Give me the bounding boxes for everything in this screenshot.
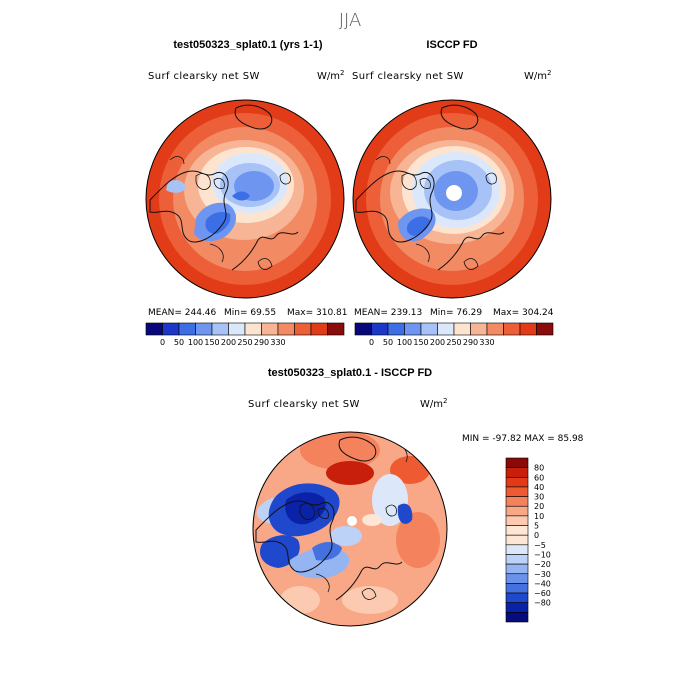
panel-diff-colorbar-swatch bbox=[505, 583, 529, 594]
panel-diff: test050323_splat0.1 - ISCCP FD Surf clea… bbox=[248, 367, 584, 627]
panel-diff-colorbar-swatch bbox=[505, 544, 529, 555]
panel-obs-colorbar-tick-label: 150 bbox=[413, 338, 428, 347]
panel-diff-colorbar-tick-label: 20 bbox=[534, 502, 544, 511]
panel-obs-colorbar-swatch bbox=[404, 322, 422, 336]
panel-obs-colorbar-tick-label: 250 bbox=[446, 338, 461, 347]
panel-model-colorbar-swatch bbox=[277, 322, 295, 336]
panel-diff-colorbar-tick-label: 0 bbox=[534, 531, 539, 540]
panel-obs-units: W/m2 bbox=[524, 69, 551, 82]
panel-diff-colorbar-swatch bbox=[505, 515, 529, 526]
panel-obs-colorbar-tick-label: 50 bbox=[383, 338, 393, 347]
panel-model-colorbar-swatch bbox=[162, 322, 180, 336]
panel-diff-colorbar-tick-label: −30 bbox=[534, 570, 551, 579]
panel-diff-colorbar-tick-label: 30 bbox=[534, 493, 544, 502]
panel-obs-variable: Surf clearsky net SW bbox=[352, 71, 464, 82]
panel-model-colorbar-tick-label: 200 bbox=[221, 338, 236, 347]
panel-model-colorbar-tick-label: 100 bbox=[188, 338, 203, 347]
panel-diff-colorbar-tick-label: −80 bbox=[534, 599, 551, 608]
panel-diff-colorbar-tick-label: 40 bbox=[534, 483, 544, 492]
panel-diff-colorbar-tick-label: 80 bbox=[534, 464, 544, 473]
panel-obs-colorbar-swatch bbox=[420, 322, 438, 336]
panel-diff-colorbar-tick-label: 60 bbox=[534, 473, 544, 482]
panel-obs-colorbar-swatch bbox=[453, 322, 471, 336]
panel-model-title: test050323_splat0.1 (yrs 1-1) bbox=[173, 39, 323, 51]
panel-diff-colorbar-tick-label: 10 bbox=[534, 512, 544, 521]
panel-obs-colorbar-swatch bbox=[470, 322, 488, 336]
panel-model-colorbar-swatch bbox=[145, 322, 163, 336]
panel-model-colorbar-swatch bbox=[327, 322, 345, 336]
panel-obs-colorbar-swatch bbox=[519, 322, 537, 336]
panel-obs-colorbar-tick-label: 330 bbox=[479, 338, 494, 347]
panel-model-mean: MEAN= 244.46 bbox=[148, 308, 217, 318]
panel-model-colorbar-swatch bbox=[244, 322, 262, 336]
panel-model-max: Max= 310.81 bbox=[287, 308, 348, 318]
panel-obs-colorbar-swatch bbox=[354, 322, 372, 336]
panel-diff-range: MIN = -97.82 MAX = 85.98 bbox=[462, 434, 584, 444]
panel-diff-colorbar-swatch bbox=[505, 496, 529, 507]
panel-obs-colorbar-tick-label: 290 bbox=[463, 338, 478, 347]
panel-model-colorbar-swatch bbox=[294, 322, 312, 336]
panel-model-min: Min= 69.55 bbox=[224, 308, 276, 318]
panel-diff-colorbar-tick-label: −40 bbox=[534, 579, 551, 588]
panel-obs-min: Min= 76.29 bbox=[430, 308, 482, 318]
panel-diff-colorbar-swatch bbox=[505, 457, 529, 468]
panel-model-colorbar-tick-label: 250 bbox=[237, 338, 252, 347]
panel-diff-colorbar-swatch bbox=[505, 467, 529, 478]
panel-diff-colorbar-tick-label: −60 bbox=[534, 589, 551, 598]
panel-model-colorbar-swatch bbox=[228, 322, 246, 336]
panel-obs-colorbar: 0 50 100 150 200 250 290 330 bbox=[354, 322, 554, 347]
panel-obs-max: Max= 304.24 bbox=[493, 308, 554, 318]
panel-diff-units: W/m2 bbox=[420, 397, 447, 410]
panel-diff-colorbar-tick-label: −5 bbox=[534, 541, 546, 550]
panel-diff-colorbar-swatch bbox=[505, 525, 529, 536]
panel-diff-colorbar-swatch bbox=[505, 612, 529, 623]
page-title: JJA bbox=[339, 10, 362, 31]
panel-obs: ISCCP FD Surf clearsky net SW W/m2 bbox=[352, 39, 554, 347]
panel-diff-colorbar-swatch bbox=[505, 534, 529, 546]
panel-model-colorbar-tick-label: 150 bbox=[204, 338, 219, 347]
panel-model-colorbar-tick-label: 0 bbox=[160, 338, 165, 347]
panel-diff-colorbar-swatch bbox=[505, 573, 529, 584]
panel-obs-colorbar-tick-label: 0 bbox=[369, 338, 374, 347]
panel-obs-title: ISCCP FD bbox=[426, 39, 477, 51]
panel-model-colorbar-swatch bbox=[178, 322, 196, 336]
panel-obs-colorbar-tick-label: 100 bbox=[397, 338, 412, 347]
panel-obs-colorbar-swatch bbox=[503, 322, 521, 336]
panel-diff-colorbar-tick-label: 5 bbox=[534, 522, 539, 531]
panel-diff-colorbar-swatch bbox=[505, 602, 529, 613]
panel-diff-colorbar-swatch bbox=[505, 505, 529, 517]
panel-model-colorbar: 0 50 100 150 200 250 290 330 bbox=[145, 322, 345, 347]
panel-model-colorbar-swatch bbox=[310, 322, 328, 336]
panel-diff-colorbar-tick-label: −10 bbox=[534, 550, 551, 559]
panel-diff-colorbar-swatch bbox=[505, 476, 529, 488]
panel-model-colorbar-tick-label: 50 bbox=[174, 338, 184, 347]
panel-model-units: W/m2 bbox=[317, 69, 344, 82]
panel-obs-colorbar-swatch bbox=[536, 322, 554, 336]
panel-diff-variable: Surf clearsky net SW bbox=[248, 399, 360, 410]
panel-model-colorbar-swatch bbox=[195, 322, 213, 336]
panel-diff-colorbar-swatch bbox=[505, 592, 529, 604]
panel-diff-colorbar-swatch bbox=[505, 486, 529, 497]
panel-obs-map bbox=[353, 100, 551, 298]
panel-model-variable: Surf clearsky net SW bbox=[148, 71, 260, 82]
panel-obs-colorbar-swatch bbox=[437, 322, 455, 336]
panel-diff-colorbar-swatch bbox=[505, 554, 529, 565]
panel-obs-colorbar-tick-label: 200 bbox=[430, 338, 445, 347]
panel-diff-colorbar-swatch bbox=[505, 563, 529, 575]
panel-model-colorbar-swatch bbox=[261, 322, 279, 336]
panel-diff-title: test050323_splat0.1 - ISCCP FD bbox=[268, 367, 432, 379]
panel-model-colorbar-tick-label: 290 bbox=[254, 338, 269, 347]
panel-model-map bbox=[146, 100, 344, 298]
panel-model-colorbar-tick-label: 330 bbox=[270, 338, 285, 347]
panel-model-colorbar-swatch bbox=[211, 322, 229, 336]
panel-diff-colorbar-tick-label: −20 bbox=[534, 560, 551, 569]
panel-model: test050323_splat0.1 (yrs 1-1) Surf clear… bbox=[145, 39, 348, 347]
panel-obs-colorbar-swatch bbox=[387, 322, 405, 336]
panel-obs-mean: MEAN= 239.13 bbox=[354, 308, 422, 318]
panel-obs-colorbar-swatch bbox=[486, 322, 504, 336]
panel-obs-colorbar-swatch bbox=[371, 322, 389, 336]
